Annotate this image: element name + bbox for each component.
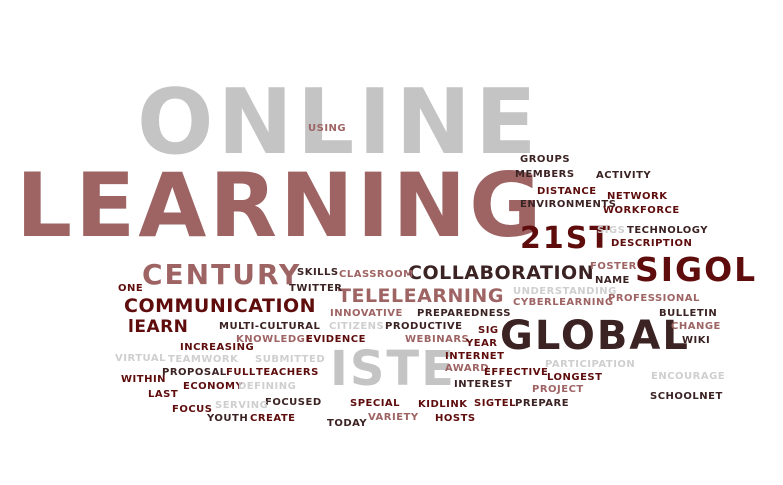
word-project: PROJECT bbox=[532, 384, 584, 395]
word-global: GLOBAL bbox=[500, 313, 690, 359]
word-century: CENTURY bbox=[142, 258, 302, 291]
word-internet: INTERNET bbox=[445, 351, 505, 362]
word-productive: PRODUCTIVE bbox=[385, 321, 463, 332]
word-bulletin: BULLETIN bbox=[659, 308, 718, 319]
word-iste: ISTE bbox=[330, 341, 456, 397]
word-activity: ACTIVITY bbox=[596, 170, 652, 181]
word-sigol: SIGOL bbox=[635, 250, 758, 289]
word-kidlink: KIDLINK bbox=[418, 399, 468, 410]
word-groups: GROUPS bbox=[520, 154, 571, 165]
word-description: DESCRIPTION bbox=[611, 238, 693, 249]
word-create: CREATE bbox=[250, 413, 296, 424]
word-innovative: INNOVATIVE bbox=[330, 308, 403, 319]
word-evidence: EVIDENCE bbox=[306, 334, 366, 345]
word-one: ONE bbox=[118, 283, 144, 294]
word-using: USING bbox=[308, 123, 347, 134]
word-workforce: WORKFORCE bbox=[603, 205, 680, 216]
word-participation: PARTICIPATION bbox=[545, 359, 636, 370]
word-increasing: INCREASING bbox=[180, 342, 255, 353]
word-full: FULL bbox=[226, 367, 256, 378]
word-teamwork: TEAMWORK bbox=[168, 354, 239, 365]
word-encourage: ENCOURAGE bbox=[651, 371, 726, 382]
word-economy: ECONOMY bbox=[183, 381, 244, 392]
word-professional: PROFESSIONAL bbox=[608, 293, 700, 304]
word-prepare: PREPARE bbox=[515, 398, 570, 409]
word-serving: SERVING bbox=[215, 400, 269, 411]
word-youth: YOUTH bbox=[207, 413, 249, 424]
word-today: TODAY bbox=[327, 418, 368, 429]
word-preparedness: PREPAREDNESS bbox=[417, 308, 511, 319]
word-year: YEAR bbox=[466, 338, 498, 349]
word-schoolnet: SCHOOLNET bbox=[650, 391, 723, 402]
word-within: WITHIN bbox=[121, 374, 167, 385]
word-cyberlearning: CYBERLEARNING bbox=[513, 297, 614, 308]
word-understanding: UNDERSTANDING bbox=[513, 286, 617, 297]
word-special: SPECIAL bbox=[350, 398, 401, 409]
word-variety: VARIETY bbox=[368, 412, 419, 423]
word-webinars: WEBINARS bbox=[405, 334, 470, 345]
word-distance: DISTANCE bbox=[537, 186, 597, 197]
word-multi-cultural: MULTI-CULTURAL bbox=[219, 321, 321, 332]
word-hosts: HOSTS bbox=[435, 413, 476, 424]
word-environments: ENVIRONMENTS bbox=[520, 199, 617, 210]
word-longest: LONGEST bbox=[547, 372, 603, 383]
word-teachers: TEACHERS bbox=[256, 367, 319, 378]
word-technology: TECHNOLOGY bbox=[627, 225, 708, 236]
word-focused: FOCUSED bbox=[265, 397, 322, 408]
word-knowledge: KNOWLEDGE bbox=[236, 334, 313, 345]
word-21st: 21ST bbox=[520, 221, 612, 256]
word-sig: SIG bbox=[478, 325, 499, 336]
word-effective: EFFECTIVE bbox=[484, 367, 549, 378]
word-submitted: SUBMITTED bbox=[255, 354, 326, 365]
word-network: NETWORK bbox=[607, 191, 668, 202]
word-change: CHANGE bbox=[671, 321, 721, 332]
word-focus: FOCUS bbox=[172, 404, 213, 415]
word-sigs: SIGS bbox=[597, 225, 626, 236]
word-sigtel: SIGTEL bbox=[474, 398, 516, 409]
word-defining: DEFINING bbox=[238, 381, 297, 392]
word-award: AWARD bbox=[445, 363, 490, 374]
word-collaboration: COLLABORATION bbox=[408, 262, 595, 284]
word-learning: LEARNING bbox=[16, 154, 545, 257]
word-skills: SKILLS bbox=[297, 267, 339, 278]
word-foster: FOSTER bbox=[590, 261, 637, 272]
word-members: MEMBERS bbox=[515, 169, 575, 180]
word-communication: COMMUNICATION bbox=[124, 295, 317, 317]
word-online: ONLINE bbox=[137, 70, 541, 175]
word-twitter: TWITTER bbox=[289, 283, 343, 294]
word-virtual: VIRTUAL bbox=[115, 353, 166, 364]
word-proposal: PROPOSAL bbox=[162, 367, 227, 378]
word-citizens: CITIZENS bbox=[329, 321, 385, 332]
word-interest: INTEREST bbox=[454, 379, 513, 390]
word-telelearning: TELELEARNING bbox=[338, 285, 504, 307]
word-name: NAME bbox=[595, 275, 630, 286]
word-classroom: CLASSROOM bbox=[339, 269, 414, 280]
word-wiki: WIKI bbox=[682, 335, 711, 346]
word-learn: lEARN bbox=[128, 317, 189, 337]
word-last: LAST bbox=[148, 389, 179, 400]
